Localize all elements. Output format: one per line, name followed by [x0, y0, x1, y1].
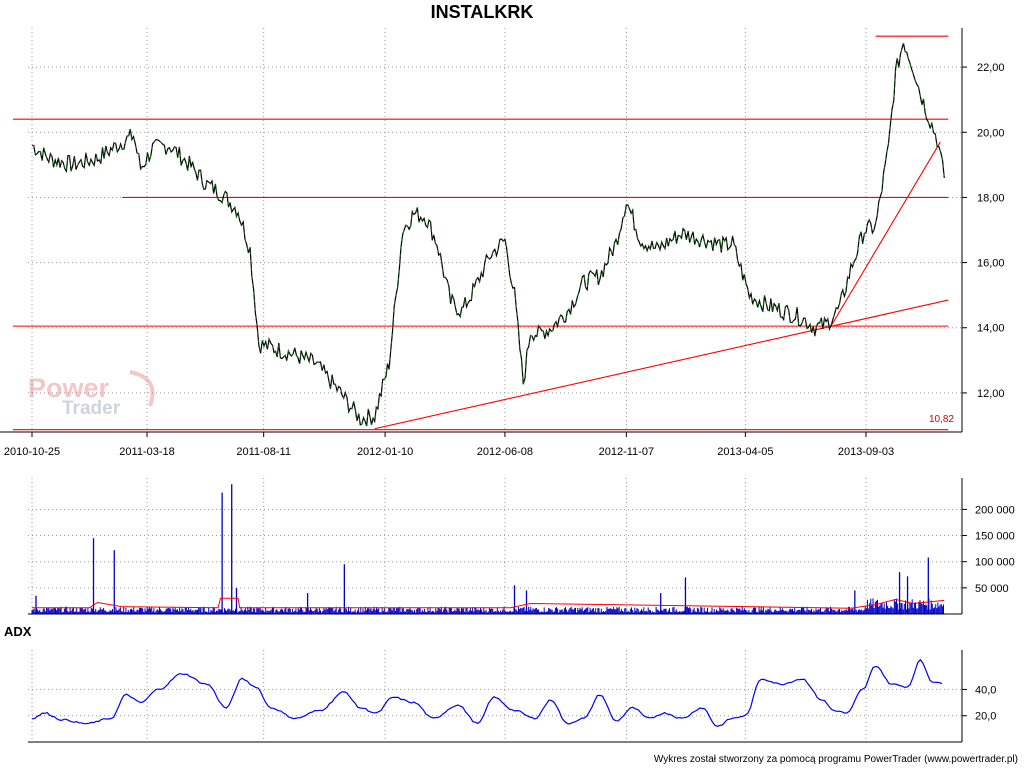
price-grid: [28, 28, 962, 432]
y-tick-label: 16,00: [977, 258, 1005, 270]
x-tick-label: 2012-11-07: [599, 446, 654, 458]
y-tick-label: 150 000: [975, 531, 1015, 543]
price-panel: INSTALKRK 12,00 14,00 16,00 18,00 20,00 22,00…: [0, 2, 1005, 458]
x-tick-label: 2010-10-25: [4, 446, 60, 458]
x-tick-label: 2011-08-11: [236, 446, 291, 458]
adx-panel: ADX 20,0 40,0: [4, 624, 996, 743]
trend-line: [374, 299, 949, 430]
x-tick-label: 2012-01-10: [357, 446, 413, 458]
y-tick-label: 18,00: [977, 192, 1005, 204]
y-tick-label: 22,00: [977, 62, 1005, 74]
adx-y-ticks: 20,0 40,0: [962, 684, 996, 723]
logo-trader: Trader: [62, 398, 121, 419]
adx-grid: [28, 650, 962, 742]
y-tick-label: 50 000: [975, 583, 1009, 595]
x-tick-label: 2013-04-05: [717, 446, 773, 458]
x-tick-label: 2012-06-08: [477, 446, 533, 458]
y-tick-label: 100 000: [975, 557, 1015, 569]
adx-line: [31, 658, 943, 727]
adx-title: ADX: [4, 624, 32, 639]
price-trend-lines: [12, 35, 949, 431]
volume-bars: [31, 484, 944, 614]
logo-power: Power: [28, 373, 110, 403]
y-tick-label: 20,0: [975, 711, 996, 723]
price-y-ticks: 12,00 14,00 16,00 18,00 20,00 22,00: [962, 62, 1005, 400]
y-tick-label: 14,00: [977, 323, 1005, 335]
chart-title: INSTALKRK: [431, 2, 534, 22]
volume-y-ticks: 50 000 100 000 150 000 200 000: [962, 504, 1015, 595]
volume-grid: [28, 478, 962, 614]
price-up-segments: [32, 43, 945, 427]
y-tick-label: 12,00: [977, 388, 1005, 400]
footer-credit: Wykres został stworzony za pomocą progra…: [654, 754, 1018, 765]
logo-swoosh-icon: [129, 370, 155, 407]
price-x-ticks: 2010-10-25 2011-03-18 2011-08-11 2012-01-10…: [4, 432, 894, 458]
y-tick-label: 20,00: [977, 127, 1005, 139]
volume-average-line: [32, 597, 945, 609]
volume-panel: 50 000 100 000 150 000 200 000: [28, 478, 1015, 615]
min-price-label: 10,82: [929, 414, 954, 425]
x-tick-label: 2013-09-03: [838, 446, 894, 458]
trend-line: [829, 141, 941, 329]
y-tick-label: 40,0: [975, 684, 996, 696]
y-tick-label: 200 000: [975, 504, 1015, 516]
volume-bar-group: [31, 598, 944, 614]
x-tick-label: 2011-03-18: [119, 446, 174, 458]
